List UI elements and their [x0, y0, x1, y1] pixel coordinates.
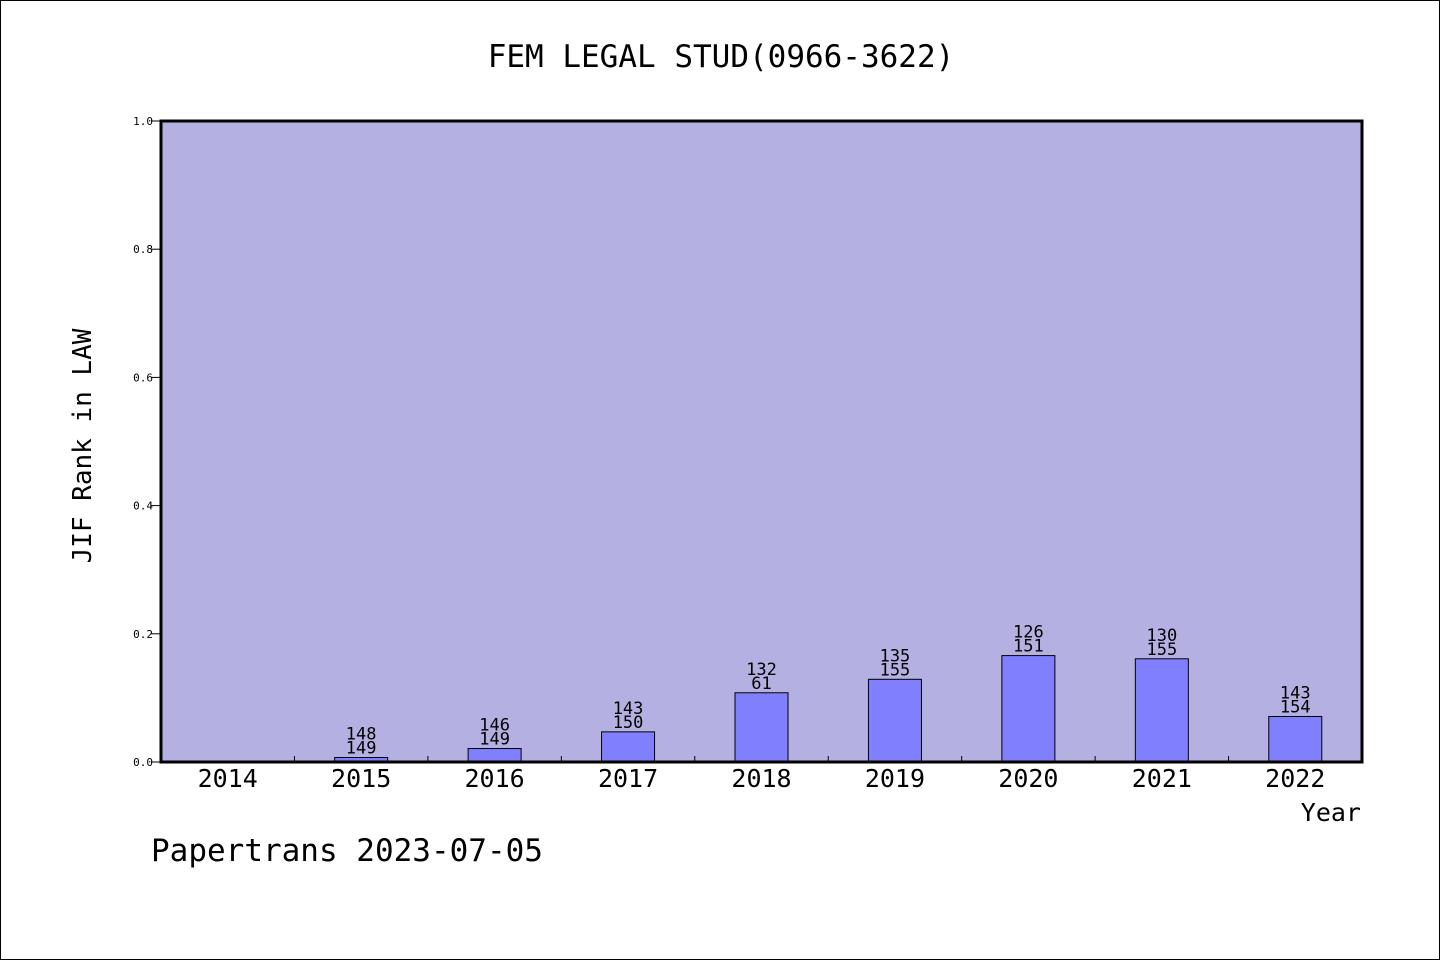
bar	[1134, 658, 1189, 763]
x-tick-label: 2016	[465, 764, 525, 793]
bar-data-label: 143	[1280, 683, 1311, 703]
bar-data-label: 149	[346, 739, 377, 759]
y-tick-label: 0.8	[133, 243, 153, 256]
x-tick-label: 2022	[1265, 764, 1325, 793]
bar	[734, 692, 789, 763]
bar	[867, 678, 922, 763]
y-tick-label: 0.6	[133, 371, 153, 384]
bar-data-label: 135	[880, 646, 911, 666]
bar-data-label: 148	[346, 725, 377, 745]
x-tick-label: 2018	[731, 764, 791, 793]
y-tick-label: 0.2	[133, 628, 153, 641]
bar-data-label: 132	[746, 660, 777, 680]
bar-data-label: 143	[613, 699, 644, 719]
bar-data-label: 151	[1013, 637, 1044, 657]
bar-data-label: 149	[479, 730, 510, 750]
x-tick-label: 2014	[198, 764, 258, 793]
y-tick-label: 0.0	[133, 756, 153, 769]
y-axis: 0.0 0.2 0.4 0.6 0.8 1.0	[133, 115, 161, 769]
y-tick-label: 0.4	[133, 500, 153, 513]
bar	[1268, 715, 1323, 763]
bar-data-label: 154	[1280, 697, 1311, 717]
footer-note: Papertrans 2023-07-05	[151, 833, 543, 869]
bar-data-label: 155	[1146, 640, 1177, 660]
x-tick-label: 2015	[331, 764, 391, 793]
x-tick-label: 2017	[598, 764, 658, 793]
bar	[467, 748, 522, 763]
bar-data-label: 61	[751, 674, 771, 694]
bar-data-label: 130	[1146, 626, 1177, 646]
x-tick-label: 2020	[998, 764, 1058, 793]
x-axis: 2014 2015 2016 2017 2018 2019 2020 2021 2022	[198, 756, 1325, 793]
chart-title: FEM LEGAL STUD(0966-3622)	[488, 39, 955, 75]
bar-data-label: 146	[479, 716, 510, 736]
x-tick-label: 2021	[1132, 764, 1192, 793]
bars-layer: 1481491461491431501326113515512615113015…	[334, 623, 1323, 763]
plot-border	[159, 119, 1364, 764]
bar-data-label: 155	[880, 660, 911, 680]
x-axis-label: Year	[1301, 798, 1361, 827]
bar-data-label: 126	[1013, 623, 1044, 643]
y-axis-label: JIF Rank in LAW	[68, 328, 98, 563]
bar-data-label: 150	[613, 713, 644, 733]
plot-area	[159, 119, 1364, 764]
bar	[601, 731, 656, 763]
y-tick-label: 1.0	[133, 115, 153, 128]
x-tick-label: 2019	[865, 764, 925, 793]
bar	[1001, 655, 1056, 763]
